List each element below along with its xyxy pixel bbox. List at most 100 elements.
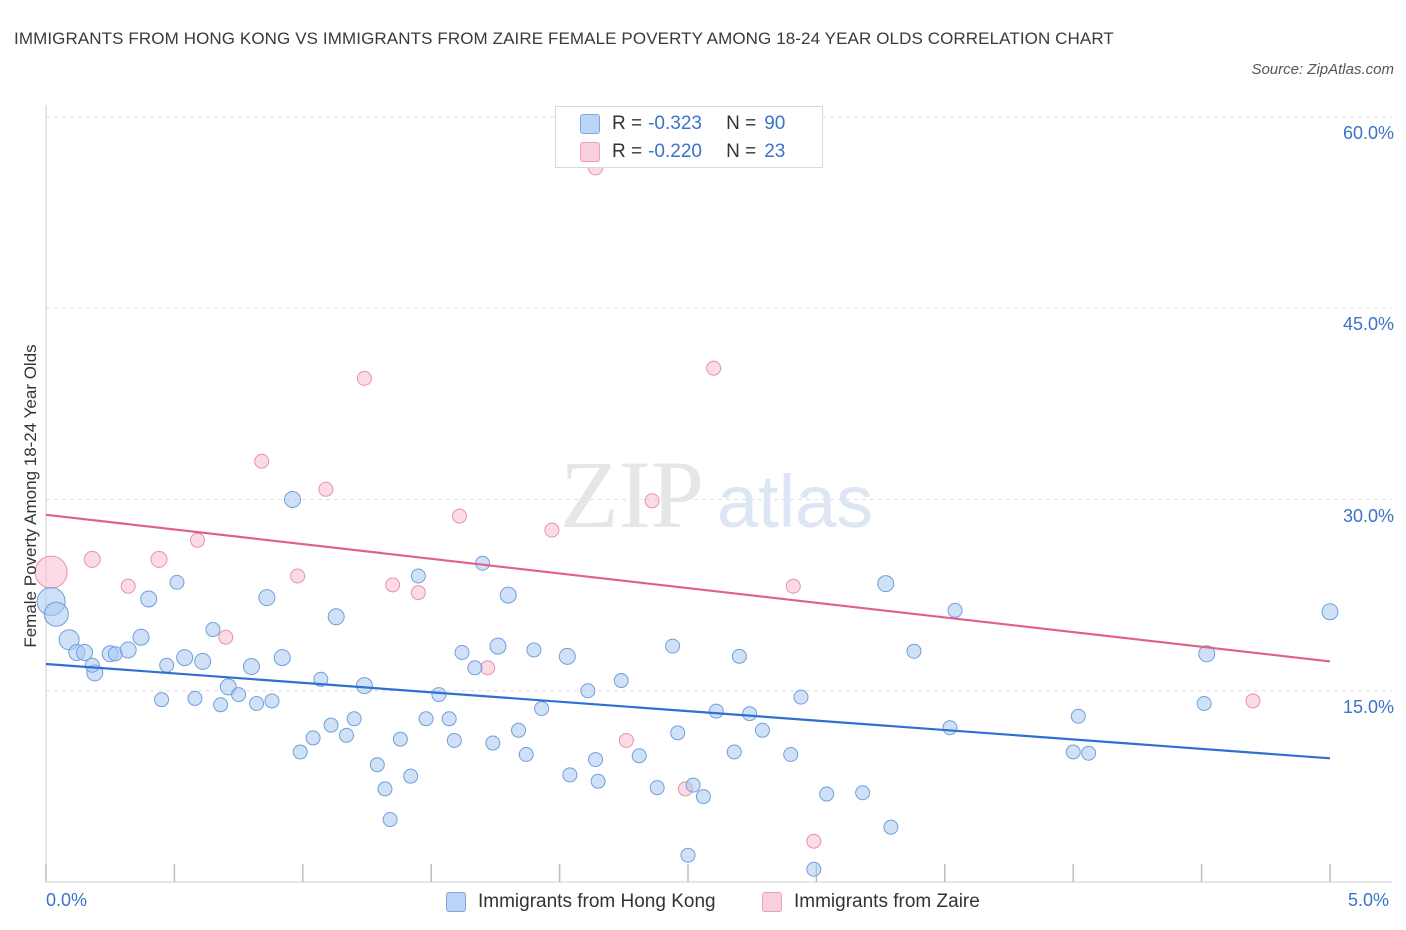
hk-point (558, 647, 576, 665)
hk-point (670, 725, 686, 741)
zaire-point (1245, 693, 1261, 709)
hk-point (1081, 745, 1097, 761)
hk-point (793, 689, 809, 705)
hk-point (132, 628, 150, 646)
hk-point (213, 697, 229, 713)
hk-point (346, 711, 362, 727)
hk-point (680, 847, 696, 863)
hk-point (1065, 744, 1081, 760)
zaire-trend-line (45, 513, 1331, 663)
hk-point (590, 773, 606, 789)
hk-point (258, 589, 276, 607)
hk-point (327, 608, 345, 626)
hk-point (76, 644, 94, 661)
hk-point (588, 752, 604, 768)
hk-point (485, 735, 501, 751)
hk-point (454, 645, 470, 660)
hk-point (418, 711, 434, 727)
zaire-point (385, 577, 401, 593)
hk-point (377, 781, 393, 797)
bottom-legend-label-zaire: Immigrants from Zaire (794, 891, 980, 912)
correlation-legend: R = -0.323 N = 90 R = -0.220 N = 23 (555, 106, 823, 168)
trend-lines (45, 513, 1331, 760)
hk-point (1198, 645, 1216, 663)
hk-point (43, 601, 69, 627)
zaire-point (190, 532, 206, 548)
zaire-point (290, 568, 306, 584)
hk-point (883, 819, 899, 835)
hk-point (819, 786, 835, 802)
zaire-point (410, 585, 426, 601)
source-label: Source: ZipAtlas.com (1251, 61, 1394, 78)
hk-point (119, 641, 137, 659)
hk-point (731, 648, 747, 664)
legend-r-value: -0.323 (648, 113, 702, 134)
hk-point (313, 671, 329, 687)
watermark: ZIP atlas (560, 441, 873, 548)
hk-point (305, 730, 321, 746)
hk-point (511, 722, 527, 738)
legend-r-value: -0.220 (648, 141, 702, 162)
hk-point (264, 693, 280, 709)
zaire-point (254, 453, 270, 469)
hk-point (906, 643, 922, 659)
legend-n-label: N = (726, 113, 757, 134)
hk-point (194, 652, 212, 670)
x-tick-max: 5.0% (1348, 890, 1390, 910)
hk-point (140, 590, 158, 608)
zaire-point (318, 481, 334, 497)
hk-point (159, 657, 175, 673)
bottom-legend-label-hk: Immigrants from Hong Kong (478, 891, 716, 912)
hk-point (613, 673, 629, 689)
hk-point (273, 649, 291, 667)
hk-point (631, 748, 647, 764)
hk-point (1196, 696, 1212, 711)
hk-point (403, 768, 419, 784)
legend-r-label: R = (612, 113, 643, 134)
hk-point (338, 727, 354, 743)
hk-point (685, 777, 701, 793)
hk-point (154, 692, 170, 708)
y-tick-label: 30.0% (1342, 505, 1394, 526)
hk-point (392, 731, 408, 747)
hk-point (284, 491, 302, 508)
y-tick-label: 45.0% (1342, 314, 1394, 335)
hk-point (649, 780, 665, 796)
zaire-point (480, 660, 496, 676)
watermark-zip: ZIP (560, 441, 704, 548)
watermark-atlas: atlas (717, 460, 873, 543)
hk-point (84, 657, 100, 673)
y-tick-label: 60.0% (1342, 123, 1394, 143)
hk-point (410, 568, 426, 584)
hk-point (754, 722, 770, 738)
hk-point (187, 690, 203, 706)
zaire-point (218, 629, 234, 645)
hk-point (205, 622, 221, 638)
zaire-point (785, 578, 801, 594)
zaire-point (544, 522, 560, 538)
hk-point (855, 785, 871, 801)
legend-r-label: R = (612, 141, 643, 162)
legend-row-hk: R = -0.323 N = 90 (580, 112, 785, 136)
hk-point (665, 638, 681, 654)
hk-point (942, 720, 958, 736)
zaire-point (618, 732, 634, 748)
hk-point (708, 703, 724, 719)
legend-swatch-hk (580, 114, 600, 134)
zaire-point (451, 508, 467, 524)
hk-trend-line (45, 662, 1331, 760)
zaire-point (356, 370, 372, 386)
hk-point (534, 701, 550, 717)
hk-point (467, 660, 483, 676)
hk-point (292, 744, 308, 760)
hk-point (242, 658, 260, 676)
bottom-legend-swatch-hk (446, 892, 466, 912)
hk-point (441, 711, 457, 727)
bottom-legend-swatch-zaire (762, 892, 782, 912)
hk-point (489, 637, 507, 655)
hk-point (355, 677, 373, 695)
legend-n-value: 23 (764, 141, 786, 162)
hk-point (526, 642, 542, 658)
zaire-point (706, 360, 722, 376)
